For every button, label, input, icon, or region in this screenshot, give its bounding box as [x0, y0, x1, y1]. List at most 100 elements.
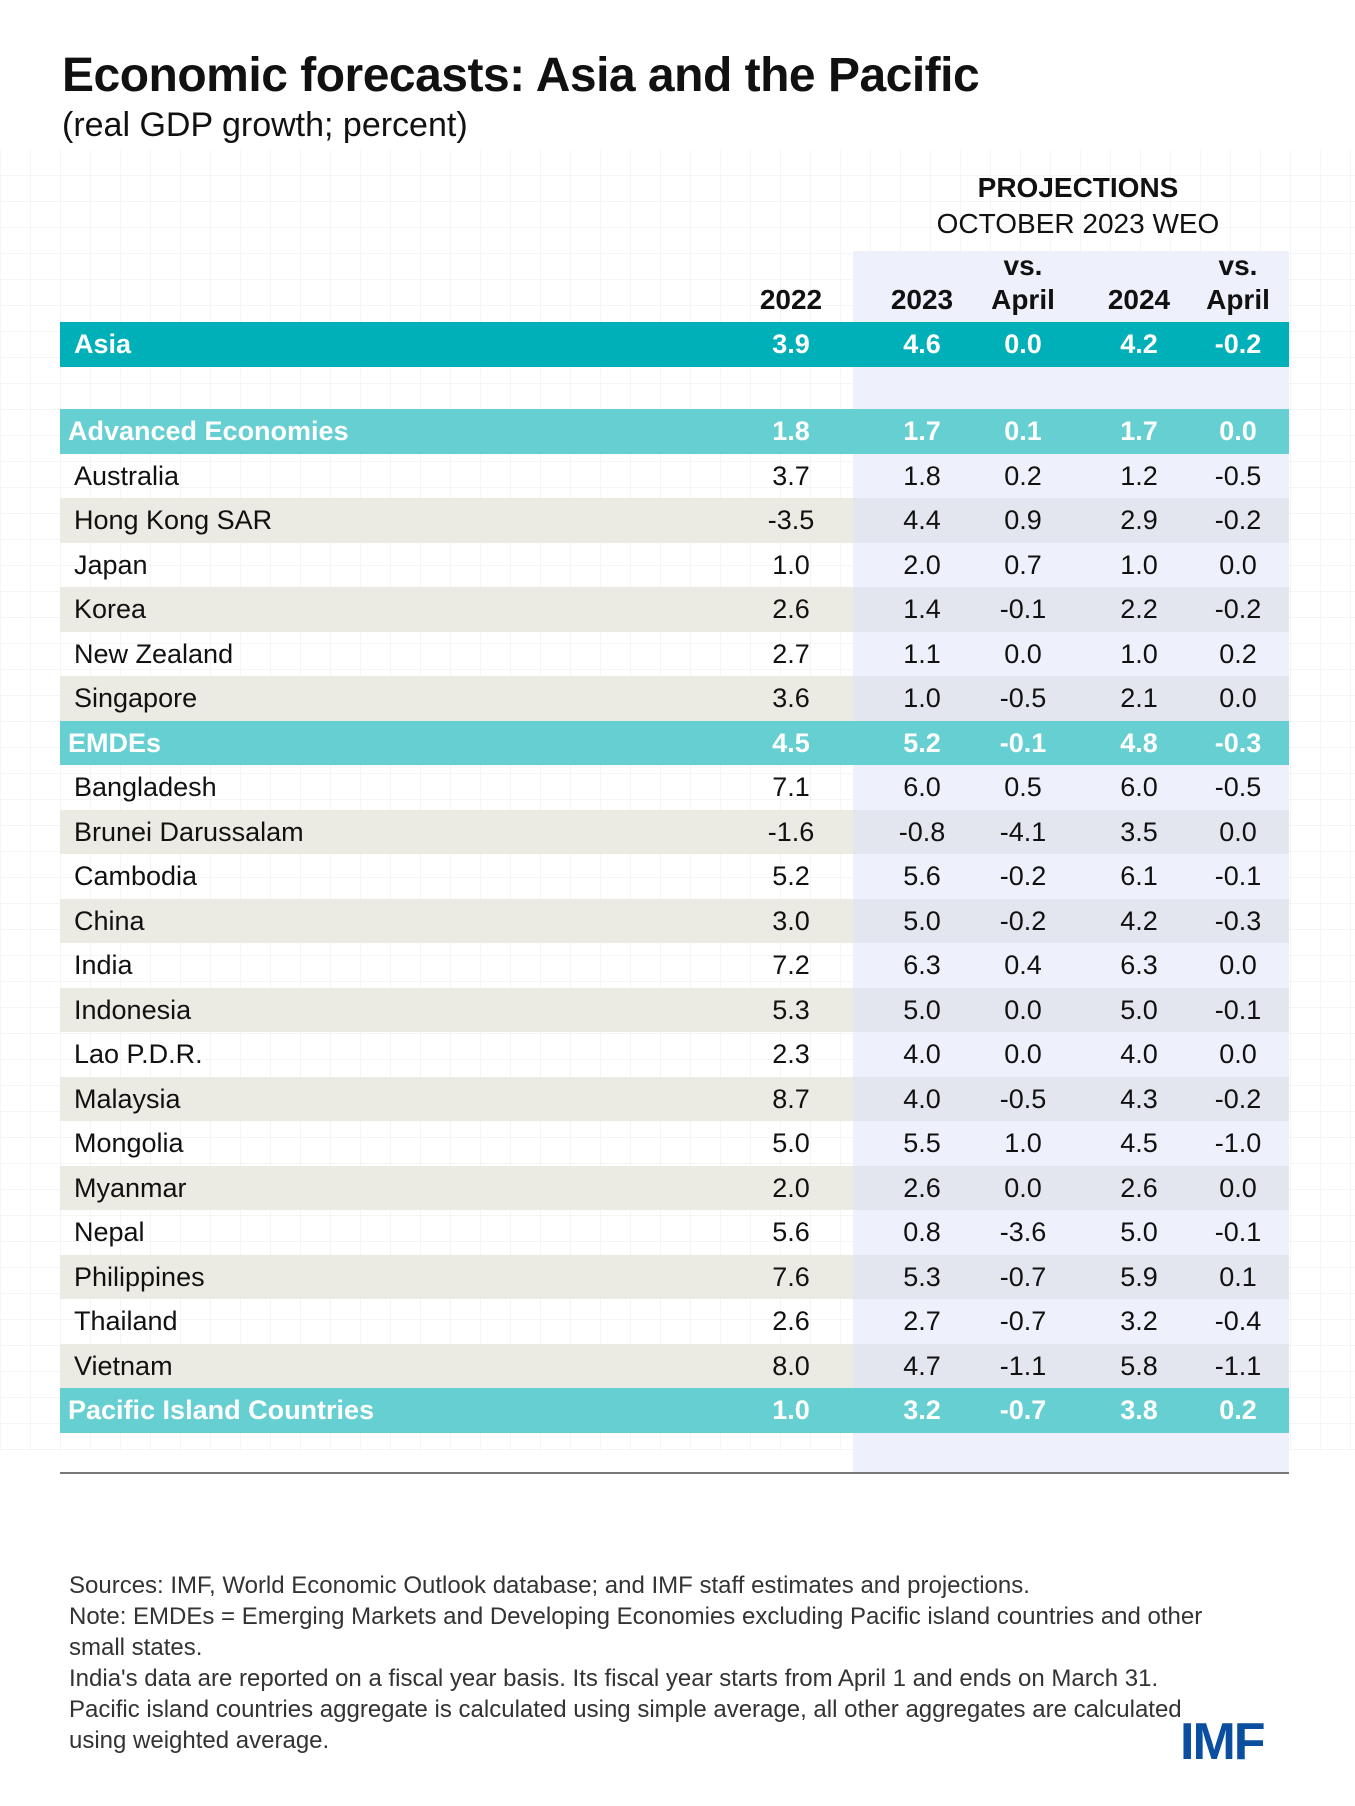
cell-value: -0.2: [1214, 505, 1262, 535]
projection-shade-cell: [853, 1165, 1289, 1210]
cell-value: 0.0: [1219, 416, 1257, 446]
cell-value: 4.3: [1120, 1083, 1158, 1114]
cell-value: 0.7: [1004, 549, 1042, 580]
row-label: Hong Kong SAR: [74, 505, 273, 535]
table-row: Thailand 2.6 2.7 -0.7 3.2 -0.4: [60, 1299, 1289, 1344]
cell-value: 4.7: [903, 1350, 941, 1381]
row-label: Bangladesh: [74, 772, 217, 802]
aggregate-row: EMDEs 4.5 5.2 -0.1 4.8 -0.3: [60, 720, 1289, 765]
cell-value: 4.8: [1120, 727, 1158, 758]
cell-value: 2.2: [1120, 594, 1158, 624]
cell-value: 4.2: [1120, 905, 1158, 936]
row-label: Japan: [74, 549, 148, 580]
cell-value: 6.0: [903, 772, 941, 802]
cell-value: 0.2: [1219, 1395, 1257, 1425]
cell-value: 0.0: [1004, 994, 1042, 1025]
row-label: Myanmar: [74, 1172, 187, 1203]
table-row: Indonesia 5.3 5.0 0.0 5.0 -0.1: [60, 987, 1289, 1032]
cell-value: -0.1: [1214, 861, 1262, 891]
cell-value: 0.0: [1219, 950, 1257, 980]
cell-value: 1.7: [903, 416, 941, 446]
table-row: Bangladesh 7.1 6.0 0.5 6.0 -0.5: [60, 765, 1289, 810]
table-bottom-rule: [60, 1472, 1289, 1474]
cell-value: 6.3: [1120, 950, 1158, 980]
cell-value: 4.5: [772, 727, 810, 758]
row-label: Nepal: [74, 1217, 145, 1247]
cell-value: 0.0: [1004, 1172, 1042, 1203]
aggregate-row: Advanced Economies 1.8 1.7 0.1 1.7 0.0: [60, 409, 1289, 454]
table-row: Japan 1.0 2.0 0.7 1.0 0.0: [60, 543, 1289, 588]
cell-value: 1.8: [772, 416, 810, 446]
cell-value: 2.7: [903, 1306, 941, 1336]
cell-value: -0.5: [999, 683, 1047, 713]
cell-value: -0.5: [1214, 460, 1262, 491]
row-label: Mongolia: [74, 1128, 184, 1158]
row-label: EMDEs: [68, 727, 162, 758]
cell-value: 2.7: [772, 638, 810, 669]
cell-value: -1.0: [1214, 1128, 1262, 1158]
cell-value: 1.8: [903, 460, 941, 491]
column-header-top: vs.: [1003, 250, 1043, 281]
aggregate-row: Asia 3.9 4.6 0.0 4.2 -0.2: [60, 322, 1289, 367]
row-label: Philippines: [74, 1261, 205, 1292]
cell-value: 7.1: [772, 772, 810, 802]
cell-value: 5.8: [1120, 1350, 1158, 1381]
cell-value: 2.6: [903, 1172, 941, 1203]
row-label: Advanced Economies: [68, 416, 349, 446]
cell-value: 0.5: [1004, 772, 1042, 802]
cell-value: 0.8: [903, 1217, 941, 1247]
projection-shade-cell: [853, 676, 1289, 721]
cell-value: 5.2: [903, 727, 941, 758]
column-header-bottom: 2023: [890, 284, 954, 315]
cell-value: -4.1: [999, 816, 1047, 847]
row-label: Cambodia: [74, 861, 198, 891]
cell-value: 0.2: [1004, 460, 1042, 491]
table-row: New Zealand 2.7 1.1 0.0 1.0 0.2: [60, 632, 1289, 677]
cell-value: 3.7: [772, 460, 810, 491]
cell-value: -0.8: [898, 816, 946, 847]
cell-value: 2.1: [1120, 683, 1158, 713]
column-header-top: vs.: [1218, 250, 1258, 281]
cell-value: -1.1: [999, 1350, 1047, 1381]
cell-value: -0.4: [1214, 1306, 1262, 1336]
cell-value: 5.9: [1120, 1261, 1158, 1292]
cell-value: 0.0: [1004, 329, 1042, 359]
cell-value: 3.2: [903, 1395, 941, 1425]
cell-value: 1.2: [1120, 460, 1158, 491]
cell-value: 1.0: [772, 549, 810, 580]
cell-value: 0.4: [1004, 950, 1042, 980]
aggregate-row: Pacific Island Countries 1.0 3.2 -0.7 3.8 0.2: [60, 1388, 1289, 1433]
cell-value: 1.7: [1120, 416, 1158, 446]
table-row: Vietnam 8.0 4.7 -1.1 5.8 -1.1: [60, 1343, 1289, 1388]
table-row: Singapore 3.6 1.0 -0.5 2.1 0.0: [60, 676, 1289, 721]
cell-value: 1.0: [1120, 549, 1158, 580]
cell-value: -3.5: [767, 505, 815, 535]
row-label: Singapore: [74, 683, 198, 713]
imf-logo: IMF: [1180, 1713, 1266, 1771]
cell-value: 1.0: [903, 683, 941, 713]
sources-note: Sources: IMF, World Economic Outlook dat…: [69, 1572, 1030, 1599]
cell-value: -1.6: [767, 816, 815, 847]
cell-value: 4.2: [1120, 329, 1158, 359]
cell-value: 5.0: [1120, 994, 1158, 1025]
cell-value: 0.1: [1219, 1261, 1257, 1292]
column-header-bottom: April: [991, 284, 1055, 315]
row-label: Korea: [74, 594, 147, 624]
table-row: Hong Kong SAR -3.5 4.4 0.9 2.9 -0.2: [60, 498, 1289, 543]
cell-value: 1.0: [1120, 638, 1158, 669]
page-subtitle: (real GDP growth; percent): [62, 106, 468, 144]
column-header-bottom: 2022: [759, 284, 823, 315]
cell-value: 2.0: [903, 549, 941, 580]
row-label: India: [74, 950, 133, 980]
cell-value: 0.0: [1219, 549, 1257, 580]
cell-value: 5.5: [903, 1128, 941, 1158]
cell-value: 5.0: [772, 1128, 810, 1158]
cell-value: 3.5: [1120, 816, 1158, 847]
row-label: Malaysia: [74, 1083, 181, 1114]
table-row: Lao P.D.R. 2.3 4.0 0.0 4.0 0.0: [60, 1032, 1289, 1077]
cell-value: -0.2: [999, 905, 1047, 936]
cell-value: -0.7: [999, 1306, 1047, 1336]
table-row: Cambodia 5.2 5.6 -0.2 6.1 -0.1: [60, 854, 1289, 899]
projections-title: PROJECTIONS: [977, 172, 1179, 203]
cell-value: 4.4: [903, 505, 941, 535]
